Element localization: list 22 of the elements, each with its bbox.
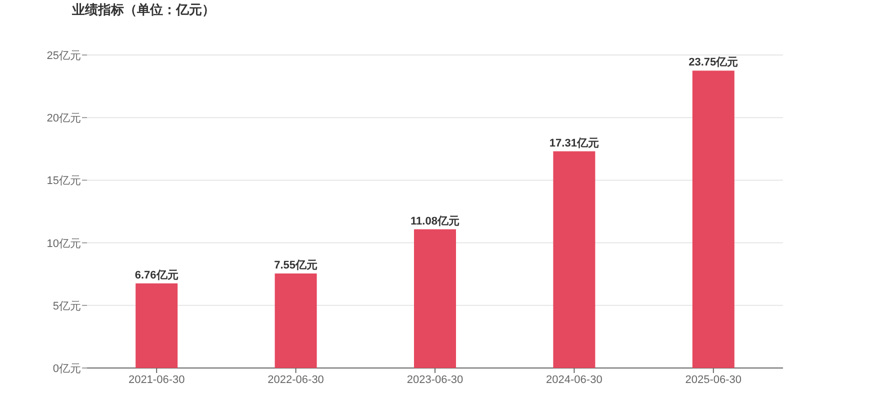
- data-label: 6.76亿元: [134, 269, 178, 282]
- bar: [414, 229, 456, 368]
- y-tick-label: 0亿元: [52, 363, 81, 375]
- data-label: 7.55亿元: [274, 259, 318, 272]
- y-tick-label: 10亿元: [46, 238, 81, 250]
- bar: [274, 273, 317, 368]
- x-tick-label: 2023-06-30: [406, 374, 464, 386]
- x-tick-label: 2024-06-30: [546, 374, 602, 386]
- y-tick-label: 20亿元: [46, 112, 81, 125]
- data-label: 23.75亿元: [688, 56, 738, 69]
- y-tick-label: 25亿元: [46, 50, 81, 62]
- bar: [692, 70, 734, 368]
- y-tick-label: 5亿元: [52, 300, 81, 312]
- bar: [136, 283, 178, 368]
- x-tick-label: 2025-06-30: [685, 374, 742, 386]
- x-tick-label: 2021-06-30: [128, 374, 185, 386]
- chart-title: 业绩指标（单位：亿元）: [71, 2, 215, 17]
- data-label: 17.31亿元: [549, 137, 599, 150]
- y-tick-label: 15亿元: [46, 175, 81, 188]
- data-label: 11.08亿元: [410, 215, 460, 228]
- bar: [553, 151, 596, 368]
- x-tick-label: 2022-06-30: [268, 374, 324, 386]
